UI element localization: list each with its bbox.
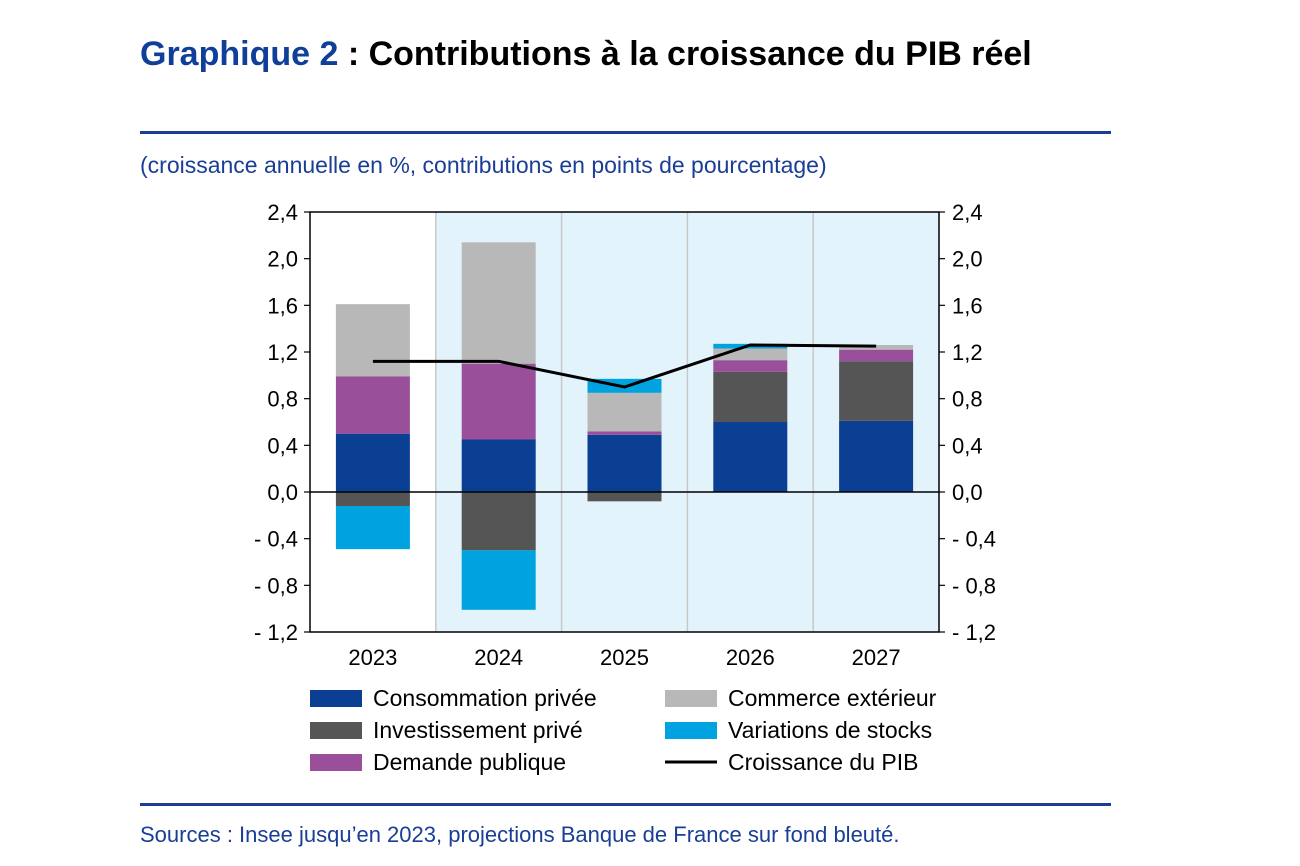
x-tick-label: 2023 — [348, 645, 397, 670]
source-note: Sources : Insee jusqu’en 2023, projectio… — [140, 822, 900, 847]
y-tick-label-left: - 0,8 — [254, 573, 298, 598]
bar-segment — [335, 492, 410, 506]
y-tick-label-right: - 0,8 — [952, 573, 996, 598]
bar-segment — [461, 242, 536, 364]
legend-swatch — [665, 690, 717, 707]
bar-segment — [587, 492, 662, 502]
bar-segment — [839, 361, 914, 421]
y-tick-label-right: 0,8 — [952, 387, 983, 412]
legend-swatch — [310, 690, 362, 707]
bar-segment — [461, 363, 536, 440]
chart-subtitle: (croissance annuelle en %, contributions… — [140, 152, 827, 178]
y-tick-label-right: 1,6 — [952, 293, 983, 318]
y-tick-label-left: 1,6 — [267, 293, 298, 318]
y-tick-label-right: 2,4 — [952, 200, 983, 225]
y-tick-label-left: 2,4 — [267, 200, 298, 225]
legend-swatch — [665, 722, 717, 739]
x-tick-label: 2027 — [852, 645, 901, 670]
bar-segment — [587, 431, 662, 435]
bar-segment — [839, 349, 914, 362]
legend-swatch — [310, 722, 362, 739]
x-tick-label: 2024 — [474, 645, 523, 670]
bar-segment — [461, 492, 536, 551]
y-tick-label-right: - 1,2 — [952, 620, 996, 645]
y-tick-label-left: 0,4 — [267, 433, 298, 458]
y-tick-label-right: - 0,4 — [952, 527, 996, 552]
bar-segment — [587, 434, 662, 492]
y-tick-label-right: 2,0 — [952, 247, 983, 272]
bar-segment — [713, 371, 788, 422]
chart-title: Graphique 2 : Contributions à la croissa… — [140, 32, 1140, 76]
bar-segment — [461, 439, 536, 492]
bar-segment — [839, 345, 914, 350]
chart-title-prefix: Graphique 2 — [140, 35, 339, 73]
y-tick-label-left: - 0,4 — [254, 527, 298, 552]
y-tick-label-right: 1,2 — [952, 340, 983, 365]
legend-label: Investissement privé — [373, 717, 583, 743]
bar-segment — [461, 550, 536, 610]
bar-segment — [713, 360, 788, 372]
x-tick-label: 2026 — [726, 645, 775, 670]
bar-segment — [839, 420, 914, 492]
x-tick-label: 2025 — [600, 645, 649, 670]
y-tick-label-left: 0,0 — [267, 480, 298, 505]
top-divider — [140, 131, 1111, 134]
legend-label: Commerce extérieur — [728, 685, 937, 711]
y-tick-label-right: 0,0 — [952, 480, 983, 505]
y-tick-label-left: 0,8 — [267, 387, 298, 412]
bar-segment — [335, 506, 410, 550]
y-tick-label-left: - 1,2 — [254, 620, 298, 645]
bar-segment — [335, 376, 410, 434]
bar-segment — [713, 422, 788, 492]
legend-label: Consommation privée — [373, 685, 597, 711]
y-tick-label-left: 1,2 — [267, 340, 298, 365]
bar-segment — [335, 433, 410, 492]
legend-label: Variations de stocks — [728, 717, 932, 743]
y-tick-label-left: 2,0 — [267, 247, 298, 272]
bar-segment — [713, 348, 788, 361]
legend-label: Croissance du PIB — [728, 749, 918, 775]
legend-swatch — [310, 754, 362, 771]
bar-segment — [335, 304, 410, 377]
plot-frame — [309, 211, 940, 633]
bottom-divider — [140, 803, 1111, 806]
bar-segment — [587, 392, 662, 432]
y-tick-label-right: 0,4 — [952, 433, 983, 458]
chart-title-text: : Contributions à la croissance du PIB r… — [338, 35, 1032, 73]
legend-label: Demande publique — [373, 749, 566, 775]
